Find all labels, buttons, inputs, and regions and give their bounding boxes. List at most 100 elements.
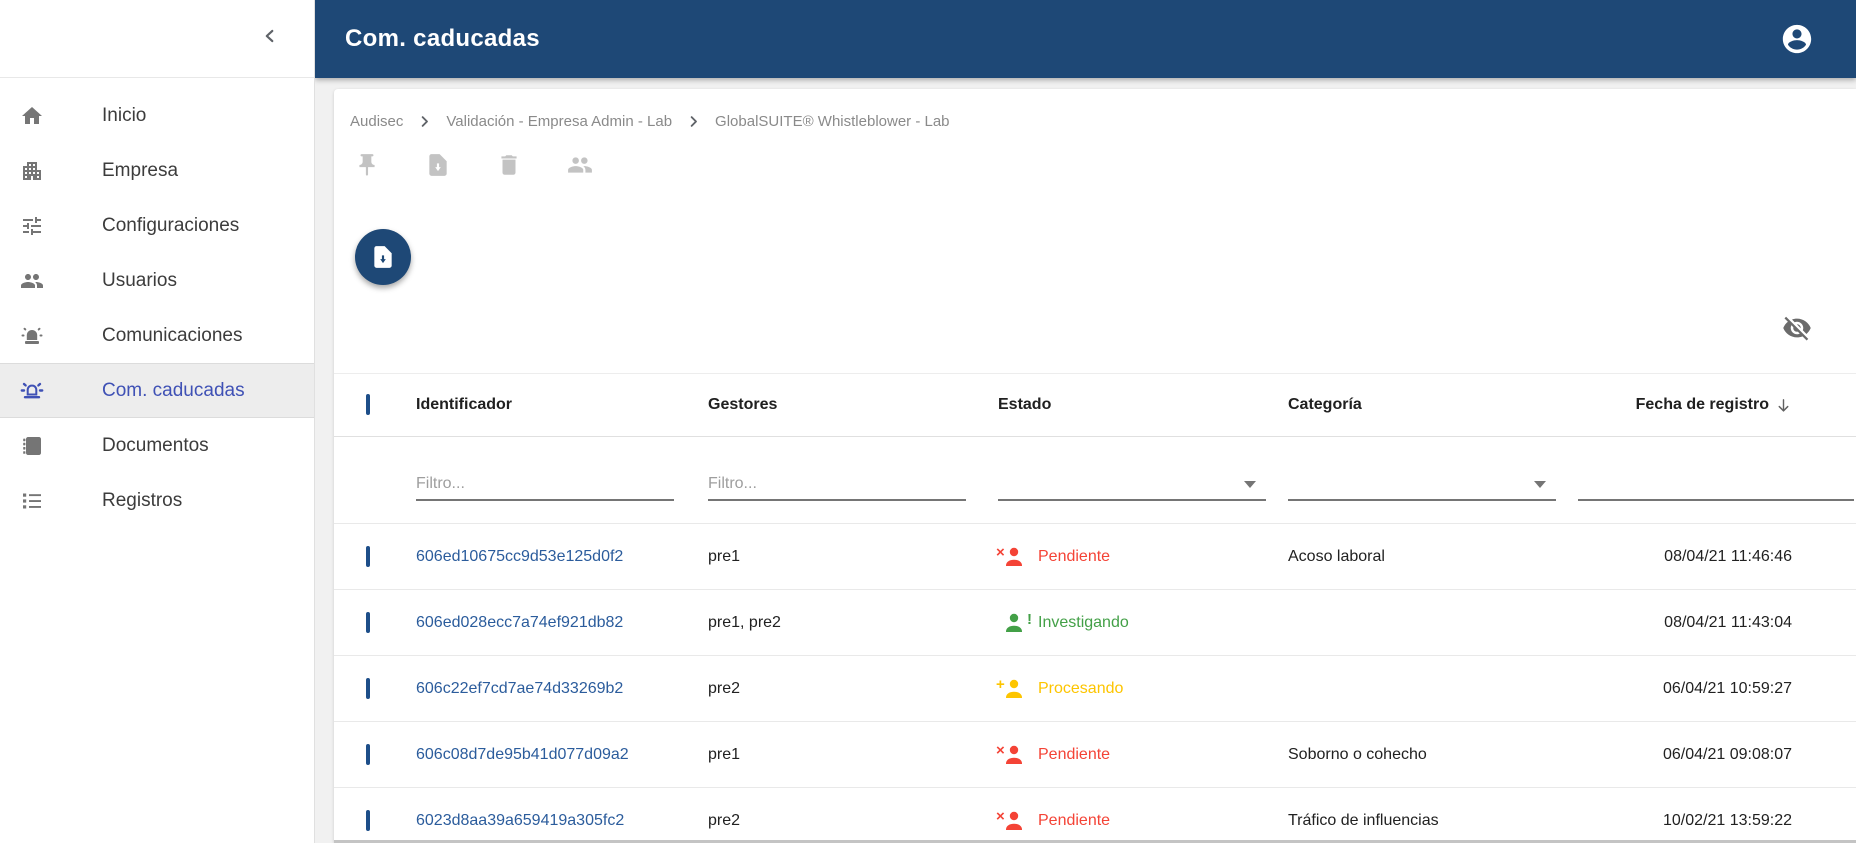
categoria-filter-select[interactable]	[1288, 471, 1556, 501]
communication-id-link[interactable]: 606ed10675cc9d53e125d0f2	[416, 547, 624, 565]
fecha-filter-input[interactable]	[1578, 471, 1854, 501]
estado-filter-select[interactable]	[998, 471, 1266, 501]
gestores-filter-input[interactable]	[708, 471, 966, 501]
sidebar-item-label: Usuarios	[102, 269, 177, 291]
tune-icon	[20, 214, 44, 238]
column-visibility-button[interactable]	[1782, 313, 1812, 343]
sidebar-item-comunicaciones[interactable]: Comunicaciones	[0, 308, 314, 363]
table-filter-row	[334, 437, 1856, 523]
communication-id-link[interactable]: 606c08d7de95b41d077d09a2	[416, 745, 629, 763]
gestores-cell: pre1	[708, 547, 741, 565]
pin-button[interactable]	[354, 152, 380, 178]
users-icon	[20, 269, 44, 293]
status-badge: × Pendiente	[996, 544, 1288, 570]
breadcrumb-item-app[interactable]: GlobalSUITE® Whistleblower - Lab	[715, 113, 950, 130]
communication-id-link[interactable]: 606c22ef7cd7ae74d33269b2	[416, 679, 624, 697]
siren-icon	[20, 379, 44, 403]
home-icon	[20, 104, 44, 128]
eye-off-icon	[1782, 313, 1812, 343]
sidebar-item-label: Configuraciones	[102, 214, 240, 236]
gestores-cell: pre1	[708, 745, 741, 763]
sidebar-nav: Inicio Empresa Configuraciones Usuarios	[0, 78, 314, 528]
assign-managers-button[interactable]	[567, 152, 593, 178]
select-all-checkbox[interactable]	[366, 394, 370, 415]
row-checkbox[interactable]	[366, 743, 370, 765]
communication-id-link[interactable]: 606ed028ecc7a74ef921db82	[416, 613, 624, 631]
sidebar-item-com-caducadas[interactable]: Com. caducadas	[0, 363, 314, 418]
row-checkbox[interactable]	[366, 611, 370, 633]
sidebar-item-registros[interactable]: Registros	[0, 473, 314, 528]
notebook-icon	[20, 434, 44, 458]
siren-icon	[20, 324, 44, 348]
export-document-icon	[425, 152, 451, 178]
table-row[interactable]: 606ed10675cc9d53e125d0f2 pre1 × Pendient…	[334, 523, 1856, 589]
push-pin-icon	[354, 152, 380, 178]
chevron-left-icon	[259, 25, 281, 52]
row-checkbox[interactable]	[366, 677, 370, 699]
building-icon	[20, 159, 44, 183]
sidebar-item-empresa[interactable]: Empresa	[0, 143, 314, 198]
sidebar-header	[0, 0, 314, 78]
status-badge: + Procesando	[996, 676, 1288, 702]
export-fab[interactable]	[355, 229, 411, 285]
sidebar-item-inicio[interactable]: Inicio	[0, 88, 314, 143]
fecha-cell: 06/04/21 10:59:27	[1662, 679, 1792, 697]
people-group-icon	[567, 152, 593, 178]
column-header-identificador[interactable]: Identificador	[416, 396, 513, 413]
gestores-cell: pre2	[708, 679, 741, 697]
sidebar-item-label: Comunicaciones	[102, 324, 243, 346]
main-card: Audisec Validación - Empresa Admin - Lab…	[334, 89, 1856, 843]
fecha-cell: 06/04/21 09:08:07	[1662, 745, 1792, 763]
column-header-gestores[interactable]: Gestores	[708, 396, 778, 413]
status-badge: × Pendiente	[996, 742, 1288, 768]
categoria-cell: Tráfico de influencias	[1288, 811, 1439, 829]
person-status-icon: ×	[996, 742, 1028, 768]
sidebar-item-configuraciones[interactable]: Configuraciones	[0, 198, 314, 253]
chevron-right-icon	[686, 114, 701, 129]
identificador-filter-input[interactable]	[416, 471, 674, 501]
content-area: Audisec Validación - Empresa Admin - Lab…	[315, 78, 1856, 843]
expired-communications-table: Identificador Gestores Estado Categoría …	[334, 373, 1856, 843]
row-checkbox[interactable]	[366, 545, 370, 567]
dropdown-arrow-icon	[1534, 481, 1546, 488]
breadcrumb-item-empresa[interactable]: Validación - Empresa Admin - Lab	[446, 113, 673, 130]
account-button[interactable]	[1780, 22, 1814, 56]
page-title: Com. caducadas	[345, 25, 540, 52]
export-button[interactable]	[425, 152, 451, 178]
table-row[interactable]: 606ed028ecc7a74ef921db82 pre1, pre2 ! In…	[334, 589, 1856, 655]
breadcrumb-item-audisec[interactable]: Audisec	[350, 113, 404, 130]
table-row[interactable]: 606c08d7de95b41d077d09a2 pre1 × Pendient…	[334, 721, 1856, 787]
sidebar-item-usuarios[interactable]: Usuarios	[0, 253, 314, 308]
export-document-icon	[370, 244, 396, 270]
sidebar-item-label: Empresa	[102, 159, 179, 181]
categoria-cell: Acoso laboral	[1288, 547, 1385, 565]
sidebar-item-label: Registros	[102, 489, 183, 511]
sidebar-item-label: Documentos	[102, 434, 209, 456]
person-status-icon: ×	[996, 808, 1028, 834]
column-header-estado[interactable]: Estado	[998, 396, 1052, 413]
trash-icon	[496, 152, 522, 178]
person-status-icon: ×	[996, 544, 1028, 570]
status-badge: ! Investigando	[998, 610, 1288, 636]
breadcrumb: Audisec Validación - Empresa Admin - Lab…	[334, 89, 1856, 134]
delete-button[interactable]	[496, 152, 522, 178]
account-icon	[1780, 22, 1814, 56]
communication-id-link[interactable]: 6023d8aa39a659419a305fc2	[416, 811, 625, 829]
gestores-cell: pre2	[708, 811, 741, 829]
sort-desc-arrow-icon	[1775, 397, 1792, 414]
column-header-fecha[interactable]: Fecha de registro	[1578, 396, 1856, 414]
row-checkbox[interactable]	[366, 809, 370, 831]
person-status-icon: +	[996, 676, 1028, 702]
categoria-cell: Soborno o cohecho	[1288, 745, 1427, 763]
gestores-cell: pre1, pre2	[708, 613, 781, 631]
table-row[interactable]: 6023d8aa39a659419a305fc2 pre2 × Pendient…	[334, 787, 1856, 843]
horizontal-scrollbar[interactable]	[334, 840, 1856, 843]
sidebar-item-documentos[interactable]: Documentos	[0, 418, 314, 473]
column-header-categoria[interactable]: Categoría	[1288, 396, 1362, 413]
table-row[interactable]: 606c22ef7cd7ae74d33269b2 pre2 + Procesan…	[334, 655, 1856, 721]
fecha-cell: 10/02/21 13:59:22	[1662, 811, 1792, 829]
chevron-right-icon	[417, 114, 432, 129]
collapse-sidebar-button[interactable]	[254, 23, 286, 55]
table-header-row: Identificador Gestores Estado Categoría …	[334, 373, 1856, 437]
status-badge: × Pendiente	[996, 808, 1288, 834]
